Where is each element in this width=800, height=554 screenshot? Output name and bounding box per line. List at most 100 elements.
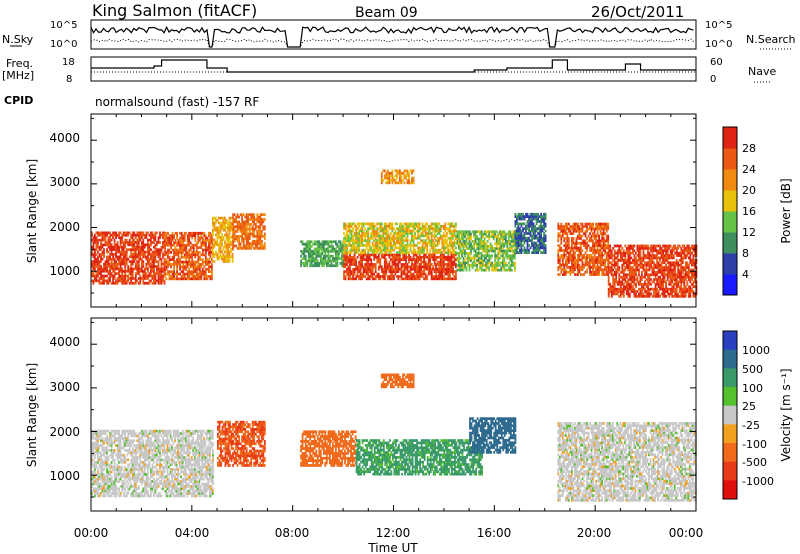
power-cell-5 (370, 275, 373, 278)
power-cell-1 (191, 255, 194, 259)
power-cell-5 (445, 270, 448, 273)
power-cell-4 (332, 250, 334, 253)
power-cell-8 (517, 239, 520, 242)
power-cell-7 (507, 268, 510, 272)
power-cell-3 (245, 235, 248, 238)
power-cell-6 (396, 222, 398, 226)
power-cell-9 (607, 225, 610, 228)
power-cell-4 (316, 242, 319, 246)
power-cell-10 (607, 278, 610, 281)
power-cell-0 (134, 255, 137, 259)
power-cell-7 (482, 232, 484, 236)
power-cell-3 (262, 213, 265, 216)
power-cell-7 (486, 254, 489, 258)
power-cell-1 (192, 275, 195, 278)
power-cell-6 (453, 244, 456, 247)
power-cell-1 (191, 277, 194, 281)
power-cell-2 (230, 236, 232, 239)
power-cell-1 (173, 241, 175, 245)
power-cell-10 (627, 268, 630, 272)
power-cell-6 (442, 239, 445, 242)
power-cell-10 (609, 251, 612, 255)
power-cell-0 (159, 248, 161, 251)
power-cell-0 (118, 272, 120, 275)
power-cell-0 (151, 257, 154, 261)
power-cell-1 (165, 236, 168, 240)
power-cell-6 (385, 224, 388, 228)
power-cell-0 (136, 267, 139, 271)
power-cell-7 (500, 244, 503, 248)
power-cell-9 (578, 251, 581, 255)
power-cell-1 (177, 253, 180, 257)
power-cell-0 (157, 265, 160, 268)
power-cell-0 (130, 243, 133, 247)
power-cell-0 (131, 253, 134, 256)
power-cell-3 (244, 227, 247, 231)
power-cell-5 (394, 270, 397, 273)
power-cell-6 (380, 244, 383, 247)
power-cell-2 (228, 260, 231, 263)
power-cell-0 (151, 274, 154, 278)
power-cell-10 (622, 261, 625, 265)
power-cell-8 (538, 248, 541, 252)
power-cell-6 (427, 239, 430, 242)
power-cell-5 (362, 265, 365, 269)
power-cell-7 (491, 249, 494, 253)
power-cell-6 (347, 236, 350, 240)
power-cell-7 (497, 235, 500, 238)
power-cell-5 (361, 255, 363, 259)
power-cell-9 (557, 237, 560, 240)
power-cell-9 (560, 222, 563, 226)
power-cell-6 (350, 244, 353, 247)
power-cell-5 (367, 265, 370, 269)
power-cell-5 (435, 272, 438, 276)
power-cell-5 (430, 270, 433, 273)
power-cell-5 (417, 272, 419, 276)
power-cell-4 (304, 254, 307, 258)
power-cell-9 (577, 222, 579, 226)
power-cell-7 (485, 232, 488, 236)
power-cell-9 (558, 225, 561, 228)
power-cell-2 (216, 255, 219, 258)
power-cell-5 (368, 267, 371, 271)
power-cell-6 (385, 229, 388, 233)
power-cell-9 (567, 241, 570, 245)
power-cell-6 (444, 239, 447, 242)
power-cell-6 (379, 236, 382, 240)
power-cell-9 (578, 237, 581, 240)
power-cell-0 (133, 281, 136, 285)
power-cell-7 (474, 268, 477, 272)
power-cell-7 (503, 249, 506, 253)
power-cell-9 (589, 263, 591, 267)
power-cell-9 (601, 225, 603, 228)
power-cell-4 (309, 252, 312, 256)
power-cell-9 (567, 270, 570, 274)
power-cell-9 (567, 222, 570, 226)
power-cell-9 (592, 246, 594, 250)
power-cell-1 (170, 246, 172, 249)
power-cell-7 (467, 264, 469, 267)
power-cell-3 (245, 227, 248, 231)
power-cell-0 (139, 236, 142, 239)
power-cell-2 (218, 257, 220, 261)
power-cell-2 (222, 252, 225, 256)
power-cell-5 (424, 265, 427, 269)
power-cell-8 (526, 227, 529, 230)
power-cell-5 (347, 270, 350, 273)
power-cell-5 (449, 260, 451, 264)
power-cell-8 (541, 239, 544, 242)
power-cell-4 (301, 252, 304, 256)
power-cell-0 (128, 260, 131, 263)
power-cell-10 (612, 287, 615, 291)
power-cell-1 (209, 255, 212, 259)
power-cell-0 (157, 255, 160, 259)
power-cell-1 (167, 243, 169, 247)
power-cell-9 (574, 253, 576, 257)
power-cell-5 (438, 275, 441, 278)
power-cell-5 (350, 260, 353, 264)
noise-search-label: N.Search (746, 33, 796, 46)
power-cell-9 (596, 246, 599, 250)
power-cell-6 (356, 239, 359, 242)
power-cell-6 (350, 236, 353, 240)
power-cell-7 (480, 247, 483, 250)
